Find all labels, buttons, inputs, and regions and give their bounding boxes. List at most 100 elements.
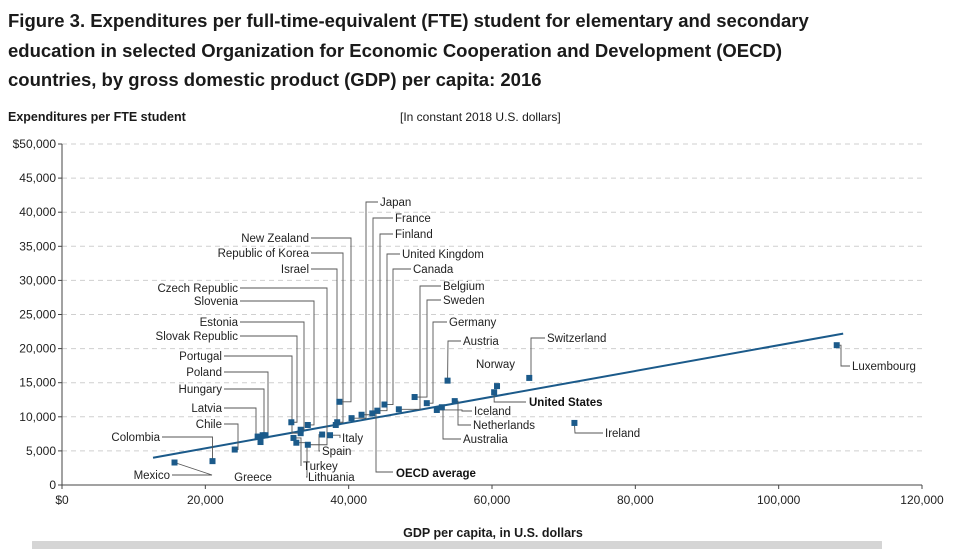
data-point-italy bbox=[327, 432, 334, 439]
units-note: [In constant 2018 U.S. dollars] bbox=[400, 110, 561, 124]
x-tick-label: 40,000 bbox=[330, 493, 367, 507]
leader-line-belgium bbox=[398, 285, 441, 410]
leader-line-poland bbox=[224, 371, 269, 436]
point-label-iceland: Iceland bbox=[474, 406, 511, 418]
data-point-united-states bbox=[491, 389, 498, 396]
point-label-canada: Canada bbox=[413, 264, 454, 276]
point-label-finland: Finland bbox=[395, 229, 433, 241]
data-point-germany bbox=[423, 400, 430, 407]
cropped-caption-text bbox=[0, 541, 961, 550]
data-point-new-zealand bbox=[336, 398, 343, 405]
y-tick-label: 35,000 bbox=[19, 239, 56, 253]
leader-line-israel bbox=[311, 268, 338, 426]
data-point-latvia bbox=[254, 433, 261, 440]
y-tick-label: 30,000 bbox=[19, 273, 56, 287]
y-tick-label: 40,000 bbox=[19, 205, 56, 219]
tick-labels: 0 5,000 10,000 15,000 20,000 25,000 30,000 35,0… bbox=[13, 137, 944, 507]
point-label-switzerland: Switzerland bbox=[547, 333, 606, 345]
point-label-mexico: Mexico bbox=[134, 470, 170, 482]
data-point-lithuania bbox=[293, 439, 300, 446]
point-label-japan: Japan bbox=[380, 197, 411, 209]
point-label-lithuania: Lithuania bbox=[308, 472, 355, 484]
leader-line-chile bbox=[224, 423, 239, 450]
leader-line-finland bbox=[372, 233, 393, 414]
point-label-poland: Poland bbox=[186, 367, 222, 379]
point-label-czech-republic: Czech Republic bbox=[157, 283, 238, 295]
data-point-united-kingdom bbox=[374, 407, 381, 414]
data-point-greece bbox=[257, 439, 264, 446]
y-tick-label: 0 bbox=[49, 478, 56, 492]
data-point-netherlands bbox=[451, 398, 458, 405]
leader-line-new-zealand bbox=[311, 237, 352, 403]
point-label-australia: Australia bbox=[463, 434, 508, 446]
data-point-slovak-republic bbox=[288, 419, 295, 426]
data-point-japan bbox=[348, 415, 355, 422]
leader-line-ireland bbox=[573, 422, 603, 434]
point-labels: Japan France Finland United Kingdom Canada Be… bbox=[111, 197, 916, 484]
data-point-czech-republic bbox=[304, 441, 311, 448]
data-point-belgium bbox=[395, 406, 402, 413]
axes bbox=[58, 143, 923, 489]
point-label-estonia: Estonia bbox=[200, 317, 239, 329]
leader-line-slovenia bbox=[240, 300, 315, 426]
x-tick-label: 120,000 bbox=[900, 493, 944, 507]
point-label-luxembourg: Luxembourg bbox=[852, 361, 916, 373]
leader-line-united-states bbox=[493, 392, 526, 403]
leader-line-italy bbox=[330, 434, 341, 438]
point-label-ireland: Ireland bbox=[605, 428, 640, 440]
x-tick-label: 60,000 bbox=[474, 493, 511, 507]
leader-line-switzerland bbox=[529, 337, 545, 379]
leader-line-france bbox=[361, 217, 393, 416]
x-tick-label: 100,000 bbox=[757, 493, 801, 507]
figure-title-line-2: education in selected Organization for E… bbox=[8, 39, 783, 61]
data-point-estonia bbox=[297, 426, 304, 433]
data-point-poland bbox=[262, 432, 269, 439]
callout-united-states: United States bbox=[529, 397, 603, 409]
point-label-austria: Austria bbox=[463, 336, 499, 348]
leader-line-oecd-average bbox=[375, 412, 393, 473]
point-label-spain: Spain bbox=[322, 446, 351, 458]
point-label-colombia: Colombia bbox=[111, 432, 160, 444]
figure-title-line-1: Figure 3. Expenditures per full-time-equ… bbox=[8, 10, 809, 31]
x-tick-label: 80,000 bbox=[617, 493, 654, 507]
data-point-ireland bbox=[571, 419, 578, 426]
data-point-republic-of-korea bbox=[334, 419, 341, 426]
data-point-turkey bbox=[290, 434, 297, 441]
y-axis-title: Expenditures per FTE student bbox=[8, 110, 187, 124]
data-point-colombia bbox=[209, 458, 216, 465]
data-point-sweden bbox=[411, 394, 418, 401]
point-label-france: France bbox=[395, 213, 431, 225]
point-label-greece: Greece bbox=[234, 472, 272, 484]
point-label-netherlands: Netherlands bbox=[473, 420, 535, 432]
figure-title: Figure 3. Expenditures per full-time-equ… bbox=[8, 6, 953, 95]
point-label-portugal: Portugal bbox=[179, 351, 222, 363]
data-point-iceland bbox=[433, 406, 440, 413]
point-label-germany: Germany bbox=[449, 317, 497, 329]
data-point-slovenia bbox=[304, 421, 311, 428]
leader-line-estonia bbox=[240, 321, 305, 431]
x-tick-label: 20,000 bbox=[187, 493, 224, 507]
data-point-australia bbox=[438, 404, 445, 411]
leader-line-latvia bbox=[224, 407, 258, 438]
data-point-luxembourg bbox=[833, 342, 840, 349]
leader-line-sweden bbox=[414, 299, 441, 398]
leader-line-netherlands bbox=[454, 400, 471, 426]
leader-line-germany bbox=[426, 321, 447, 404]
point-label-hungary: Hungary bbox=[179, 384, 223, 396]
data-point-spain bbox=[319, 431, 326, 438]
leader-line-czech-republic bbox=[240, 287, 328, 446]
x-tick-label: $0 bbox=[55, 493, 69, 507]
y-tick-label: 45,000 bbox=[19, 171, 56, 185]
leader-line-canada bbox=[384, 268, 411, 405]
data-point-chile bbox=[231, 446, 238, 453]
point-label-israel: Israel bbox=[281, 264, 309, 276]
y-tick-label: 15,000 bbox=[19, 376, 56, 390]
data-point-france bbox=[358, 411, 365, 418]
point-label-italy: Italy bbox=[342, 433, 363, 445]
data-point-switzerland bbox=[526, 374, 533, 381]
leader-line-colombia bbox=[162, 436, 213, 462]
leader-line-japan bbox=[351, 201, 378, 419]
point-label-belgium: Belgium bbox=[443, 281, 485, 293]
leader-line-austria bbox=[447, 340, 461, 381]
point-label-norway: Norway bbox=[476, 359, 515, 371]
